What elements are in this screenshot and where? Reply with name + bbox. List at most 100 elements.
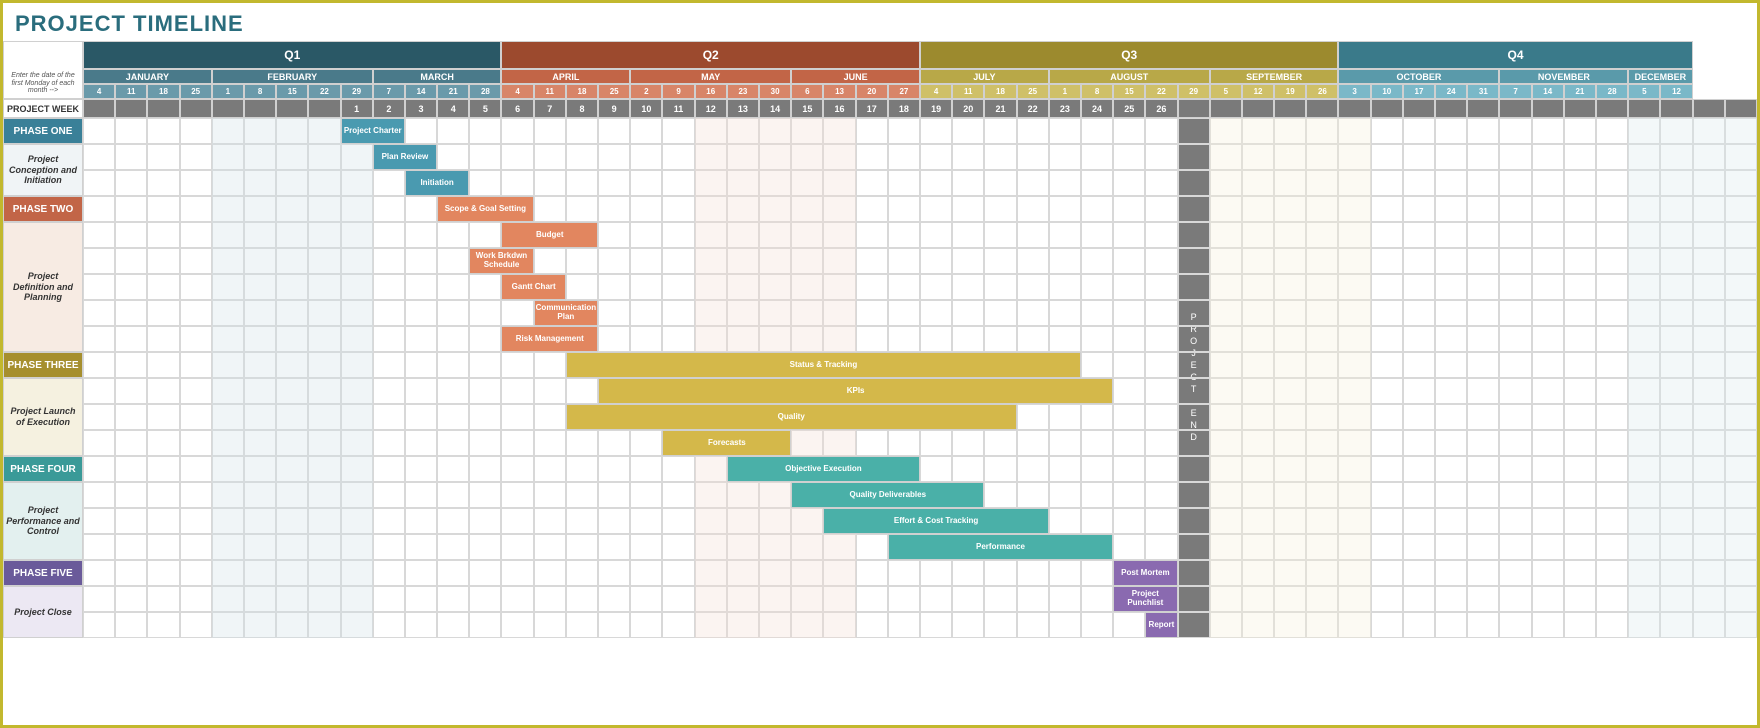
grid-cell xyxy=(147,534,179,560)
grid-cell xyxy=(437,586,469,612)
grid-cell xyxy=(630,196,662,222)
grid-cell xyxy=(856,612,888,638)
grid-cell xyxy=(1725,274,1757,300)
grid-cell xyxy=(308,300,340,326)
grid-cell xyxy=(1081,404,1113,430)
task-bar[interactable]: Plan Review xyxy=(373,144,437,170)
day-header: 3 xyxy=(1338,84,1370,99)
grid-cell xyxy=(791,248,823,274)
day-header: 12 xyxy=(1242,84,1274,99)
grid-cell xyxy=(1564,300,1596,326)
grid-cell xyxy=(727,560,759,586)
task-bar[interactable]: Report xyxy=(1145,612,1177,638)
week-cell xyxy=(276,99,308,118)
task-bar[interactable]: Communication Plan xyxy=(534,300,598,326)
grid-cell xyxy=(984,586,1016,612)
grid-cell xyxy=(1371,378,1403,404)
grid-cell xyxy=(308,118,340,144)
grid-cell xyxy=(823,300,855,326)
grid-cell xyxy=(759,482,791,508)
task-bar[interactable]: Quality xyxy=(566,404,1017,430)
grid-cell xyxy=(952,612,984,638)
task-bar[interactable]: Objective Execution xyxy=(727,456,920,482)
task-bar[interactable]: Effort & Cost Tracking xyxy=(823,508,1048,534)
task-bar[interactable]: Initiation xyxy=(405,170,469,196)
grid-cell xyxy=(1693,482,1725,508)
grid-cell xyxy=(115,612,147,638)
task-bar[interactable]: Status & Tracking xyxy=(566,352,1081,378)
grid-cell xyxy=(856,326,888,352)
task-bar[interactable]: Risk Management xyxy=(501,326,598,352)
grid-cell xyxy=(83,300,115,326)
grid-cell xyxy=(180,222,212,248)
grid-cell xyxy=(1467,222,1499,248)
task-bar[interactable]: Post Mortem xyxy=(1113,560,1177,586)
grid-cell xyxy=(1499,612,1531,638)
grid-cell xyxy=(566,534,598,560)
grid-cell xyxy=(630,456,662,482)
grid-cell xyxy=(984,144,1016,170)
day-header: 14 xyxy=(1532,84,1564,99)
month-header: FEBRUARY xyxy=(212,69,373,84)
grid-cell xyxy=(373,534,405,560)
task-bar[interactable]: Project Punchlist xyxy=(1113,586,1177,612)
grid-cell xyxy=(1660,482,1692,508)
task-bar[interactable]: Forecasts xyxy=(662,430,791,456)
task-bar[interactable]: Performance xyxy=(888,534,1113,560)
week-cell xyxy=(1532,99,1564,118)
grid-cell xyxy=(1145,222,1177,248)
grid-cell xyxy=(662,482,694,508)
grid-cell xyxy=(1371,482,1403,508)
grid-cell xyxy=(373,222,405,248)
task-bar[interactable]: Gantt Chart xyxy=(501,274,565,300)
grid-cell xyxy=(437,612,469,638)
grid-cell xyxy=(1371,222,1403,248)
task-bar[interactable]: KPIs xyxy=(598,378,1113,404)
grid-cell xyxy=(1242,118,1274,144)
grid-cell xyxy=(1178,144,1210,170)
grid-cell xyxy=(276,144,308,170)
task-bar[interactable]: Project Charter xyxy=(341,118,405,144)
grid-cell xyxy=(1306,508,1338,534)
grid-cell xyxy=(1403,612,1435,638)
grid-cell xyxy=(1532,612,1564,638)
grid-cell xyxy=(1693,456,1725,482)
grid-cell xyxy=(791,586,823,612)
grid-cell xyxy=(1049,196,1081,222)
grid-cell xyxy=(1435,196,1467,222)
grid-cell xyxy=(952,196,984,222)
grid-cell xyxy=(1499,404,1531,430)
week-cell: 9 xyxy=(598,99,630,118)
grid-cell xyxy=(1338,534,1370,560)
grid-cell xyxy=(1145,248,1177,274)
grid-cell xyxy=(1113,456,1145,482)
grid-cell xyxy=(405,274,437,300)
grid-cell xyxy=(1564,508,1596,534)
week-cell xyxy=(1403,99,1435,118)
task-bar[interactable]: Work Brkdwn Schedule xyxy=(469,248,533,274)
grid-cell xyxy=(1081,560,1113,586)
task-bar[interactable]: Quality Deliverables xyxy=(791,482,984,508)
week-cell xyxy=(1338,99,1370,118)
grid-cell xyxy=(147,170,179,196)
grid-cell xyxy=(212,352,244,378)
week-cell: 8 xyxy=(566,99,598,118)
grid-cell xyxy=(888,560,920,586)
task-bar[interactable]: Budget xyxy=(501,222,598,248)
grid-cell xyxy=(1178,404,1210,430)
grid-cell xyxy=(1178,456,1210,482)
grid-cell xyxy=(856,430,888,456)
grid-cell xyxy=(308,560,340,586)
grid-cell xyxy=(984,430,1016,456)
grid-cell xyxy=(341,170,373,196)
grid-cell xyxy=(1017,326,1049,352)
task-bar[interactable]: Scope & Goal Setting xyxy=(437,196,534,222)
grid-cell xyxy=(1306,222,1338,248)
grid-cell xyxy=(501,352,533,378)
grid-cell xyxy=(1210,430,1242,456)
month-header: AUGUST xyxy=(1049,69,1210,84)
grid-cell xyxy=(791,560,823,586)
grid-cell xyxy=(1499,326,1531,352)
grid-cell xyxy=(1660,170,1692,196)
week-cell xyxy=(1660,99,1692,118)
